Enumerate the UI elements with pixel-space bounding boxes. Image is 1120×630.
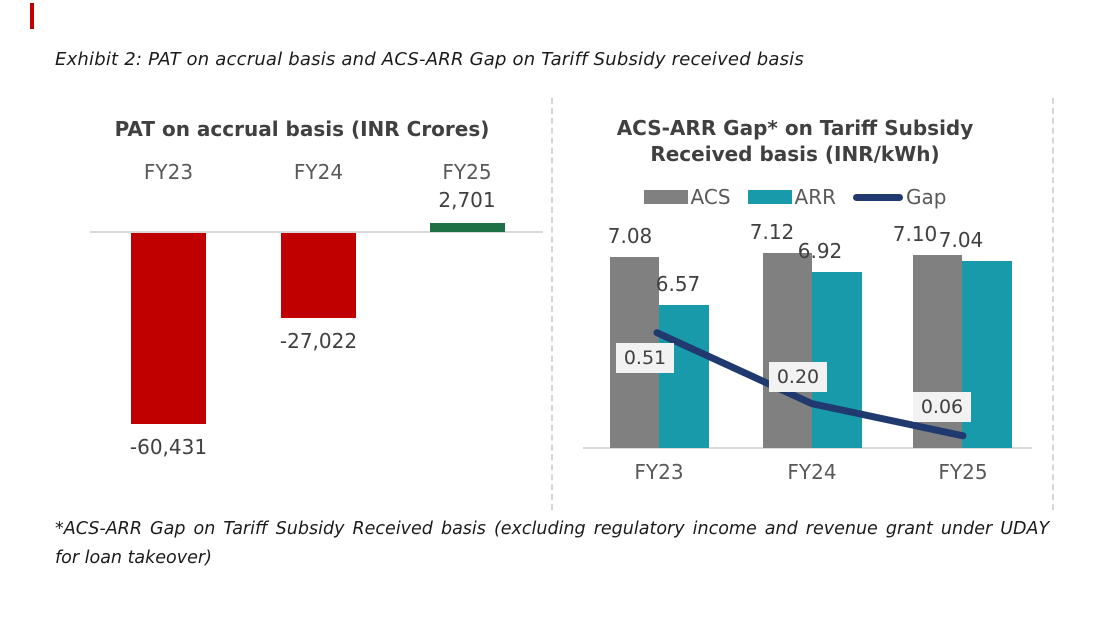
acsarr-cat-fy24: FY24 — [787, 460, 837, 484]
acs-arr-title-line1: ACS-ARR Gap* on Tariff Subsidy — [616, 116, 974, 140]
pat-bar-fy23 — [131, 233, 206, 424]
footnote-line1: *ACS-ARR Gap on Tariff Subsidy Received … — [55, 519, 1050, 539]
acs-arr-legend: ACS ARR Gap — [585, 185, 1005, 209]
acs-arr-chart-title: ACS-ARR Gap* on Tariff Subsidy Received … — [585, 115, 1005, 167]
acs-arr-title-line2: Received basis (INR/kWh) — [650, 142, 940, 166]
gap-line-swatch-icon — [853, 193, 904, 201]
pat-value-fy23: -60,431 — [129, 435, 208, 459]
acs-arr-baseline — [583, 447, 1032, 449]
pat-cat-fy23: FY23 — [143, 160, 194, 184]
footnote-line2: for loan takeover) — [55, 548, 212, 568]
pat-bar-fy24 — [281, 233, 356, 319]
pat-zero-axis-line — [90, 231, 543, 233]
legend-label-acs: ACS — [690, 185, 731, 209]
legend-label-gap: Gap — [906, 185, 947, 209]
arr-bar-fy24 — [812, 272, 862, 448]
legend-item-acs: ACS — [643, 185, 731, 209]
dashed-separator-right — [1052, 98, 1054, 510]
arr-value-fy25: 7.04 — [938, 227, 984, 252]
arr-value-fy24: 6.92 — [797, 239, 843, 264]
acs-value-fy23: 7.08 — [607, 223, 653, 248]
dashed-separator-middle — [551, 98, 553, 510]
pat-chart-title: PAT on accrual basis (INR Crores) — [114, 117, 490, 141]
pat-cat-fy24: FY24 — [293, 160, 344, 184]
acs-swatch-icon — [643, 190, 688, 204]
gap-value-fy25: 0.06 — [913, 392, 971, 422]
arr-bar-fy23 — [659, 304, 709, 448]
arr-swatch-icon — [747, 190, 792, 204]
pat-value-fy25: 2,701 — [438, 188, 496, 212]
gap-value-fy24: 0.20 — [769, 362, 827, 392]
pat-bar-fy25 — [429, 223, 505, 232]
exhibit-title: Exhibit 2: PAT on accrual basis and ACS-… — [55, 49, 804, 70]
pat-value-fy24: -27,022 — [279, 329, 358, 354]
pat-cat-fy25: FY25 — [442, 160, 492, 184]
acs-bar-fy24 — [763, 253, 812, 448]
acsarr-cat-fy23: FY23 — [634, 460, 684, 484]
gap-value-fy23: 0.51 — [616, 343, 674, 373]
legend-item-gap: Gap — [853, 185, 946, 209]
acs-value-fy24: 7.12 — [749, 220, 795, 245]
legend-label-arr: ARR — [794, 185, 837, 209]
legend-item-arr: ARR — [747, 185, 837, 209]
acs-value-fy25: 7.10 — [892, 222, 938, 247]
red-page-edge-mark — [30, 3, 34, 29]
arr-value-fy23: 6.57 — [655, 271, 701, 296]
acsarr-cat-fy25: FY25 — [938, 460, 988, 484]
